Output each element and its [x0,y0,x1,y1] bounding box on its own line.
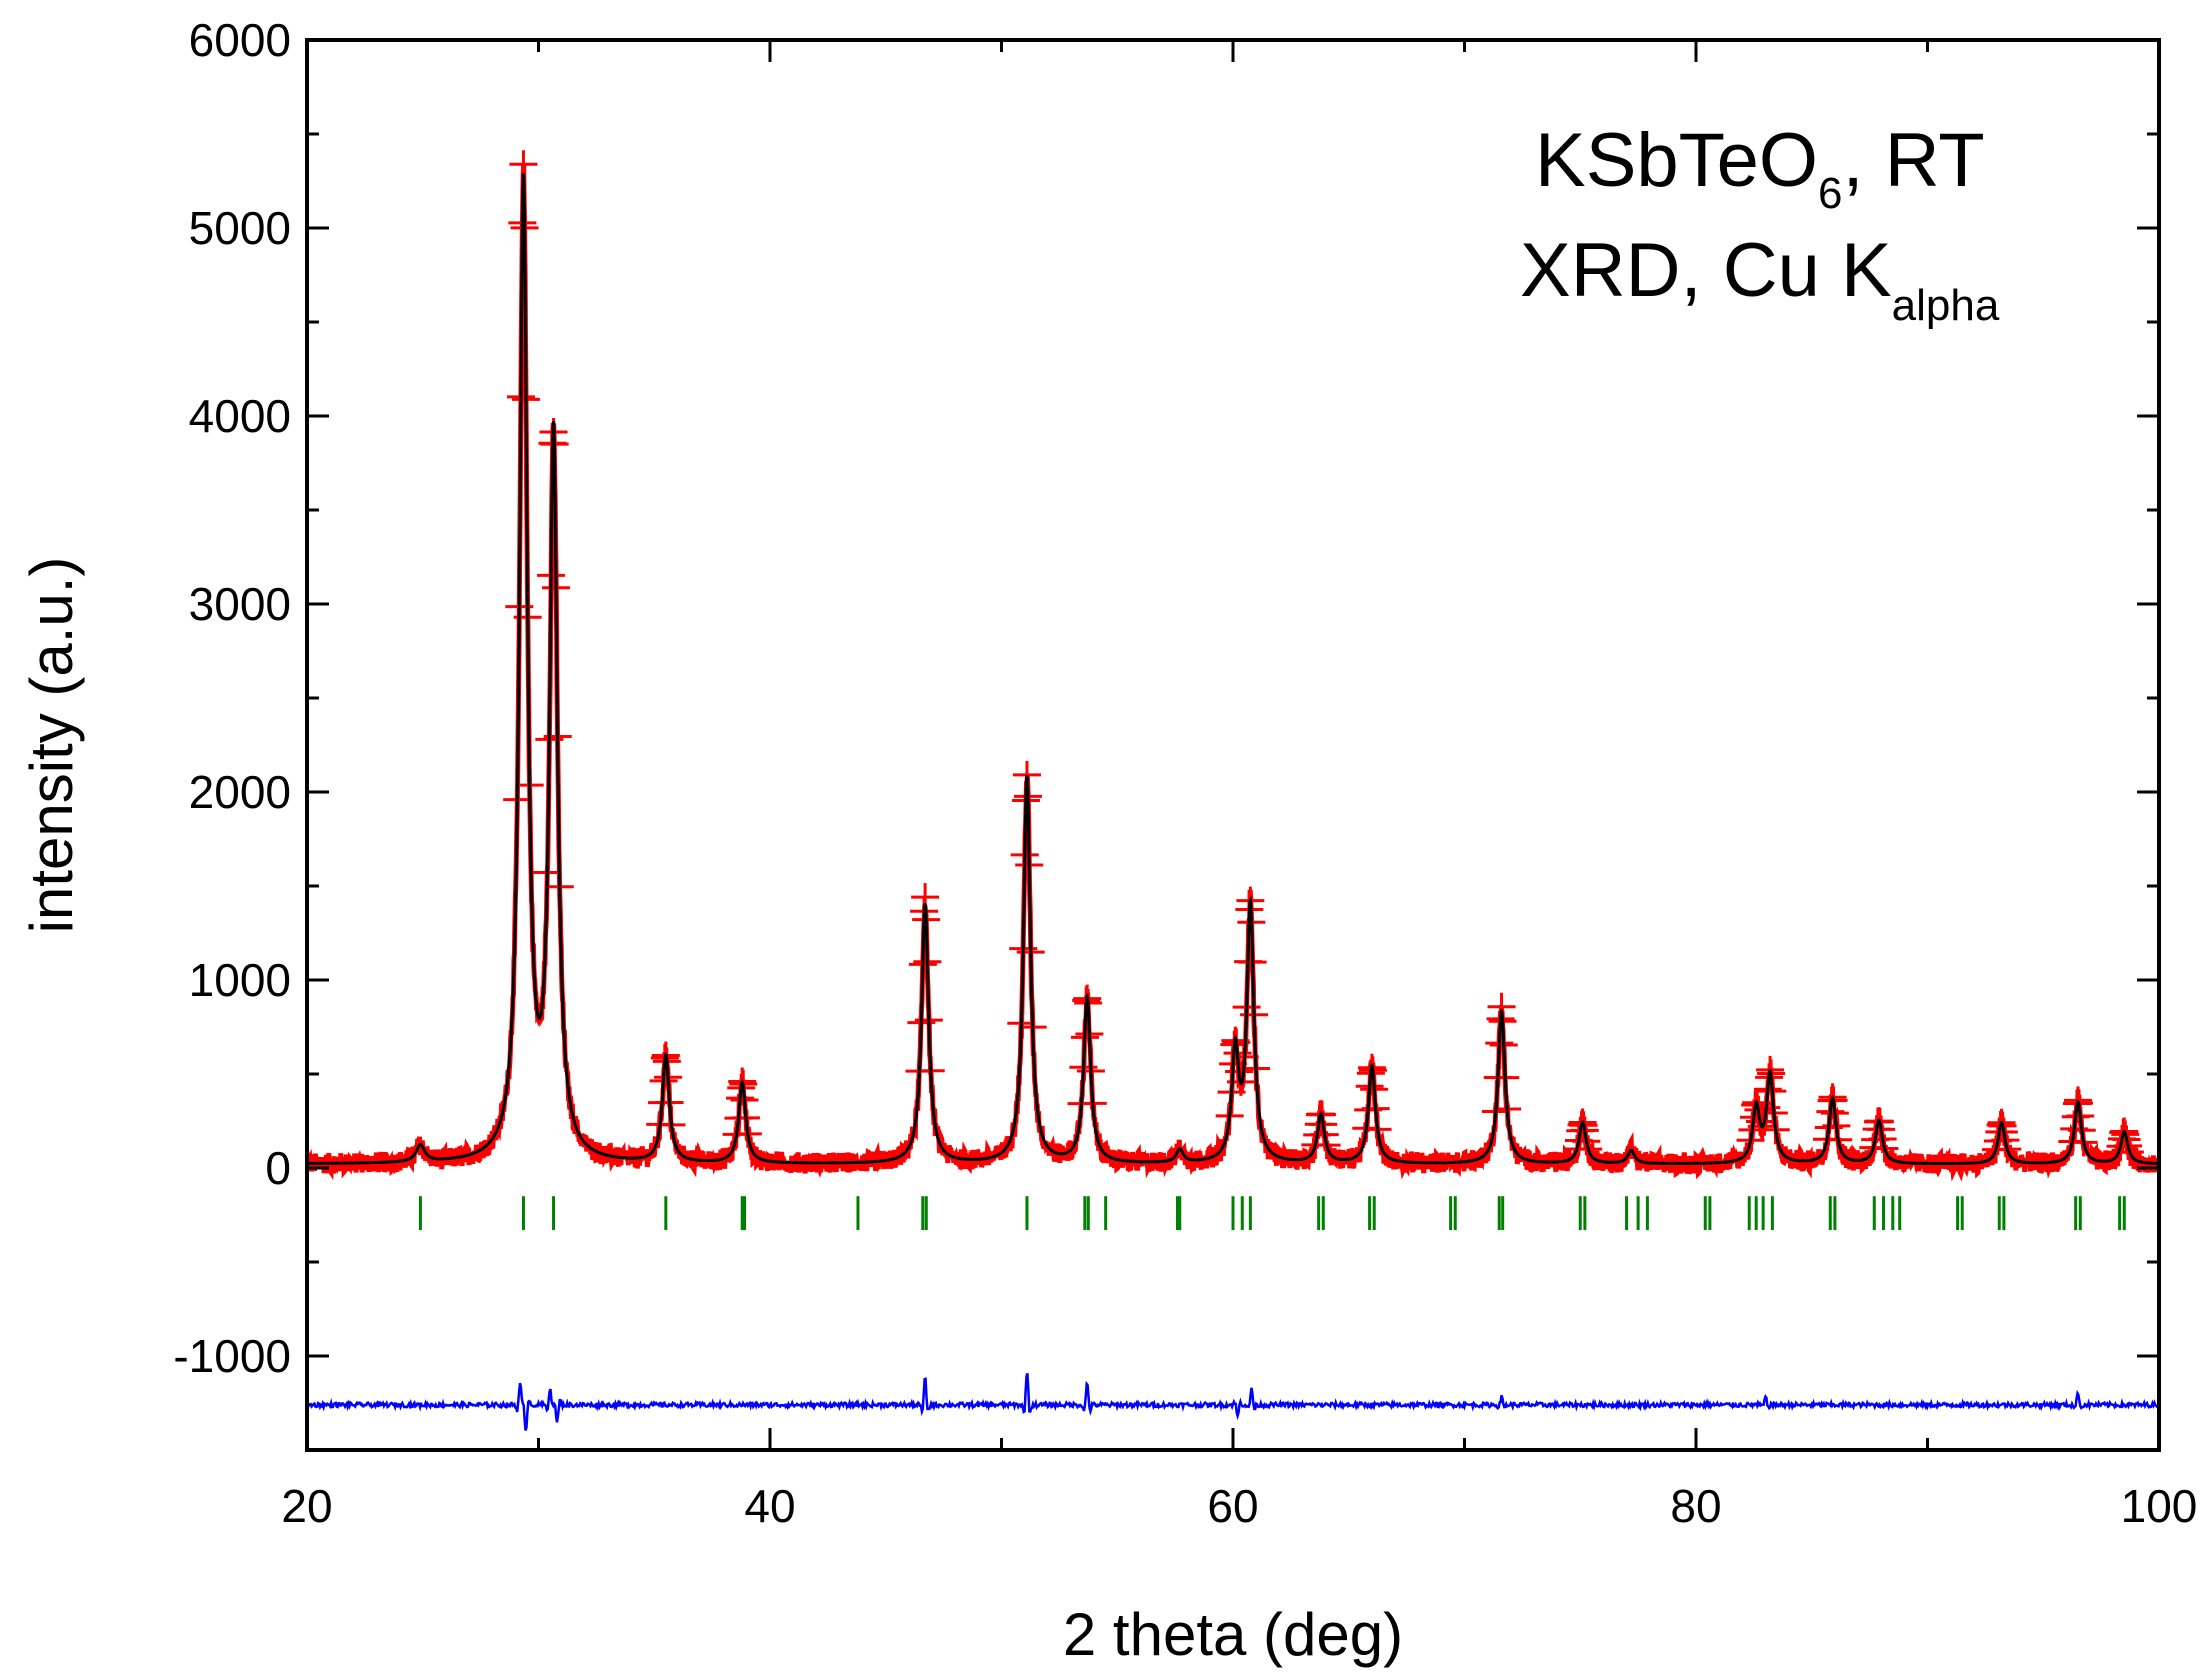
annotation-method: XRD, Cu K [1520,228,1892,313]
y-tick-label: 1000 [189,954,291,1006]
y-axis-ticks: -1000 0 1000 2000 3000 4000 5000 6000 [173,14,2159,1452]
y-axis-title: intensity (a.u.) [18,557,85,934]
sample-annotation-line2: XRD, Cu Kalpha [1520,228,2000,330]
x-tick-label: 40 [744,1480,795,1532]
y-tick-label: 4000 [189,390,291,442]
annotation-method-subscript: alpha [1892,281,2000,330]
x-axis-ticks: 20 40 60 80 100 [281,40,2197,1532]
reflection-markers [418,1196,2126,1231]
x-tick-label: 80 [1670,1480,1721,1532]
x-tick-label: 20 [281,1480,332,1532]
annotation-compound: KSbTeO [1535,118,1818,203]
y-tick-label: 5000 [189,202,291,254]
difference-series-line [307,1372,2159,1431]
x-tick-label: 60 [1207,1480,1258,1532]
plot-area [307,150,2159,1431]
x-axis-title: 2 theta (deg) [1063,1601,1403,1668]
y-tick-label: 0 [265,1142,291,1194]
x-tick-label: 100 [2121,1480,2198,1532]
y-tick-label: 6000 [189,14,291,66]
annotation-compound-subscript: 6 [1818,169,1842,218]
sample-annotation-line1: KSbTeO6, RT [1535,118,1985,218]
annotation-temperature: , RT [1843,118,1985,203]
calculated-series-line [307,173,2159,1165]
y-tick-label: 3000 [189,578,291,630]
y-tick-label: -1000 [173,1330,291,1382]
y-tick-label: 2000 [189,766,291,818]
